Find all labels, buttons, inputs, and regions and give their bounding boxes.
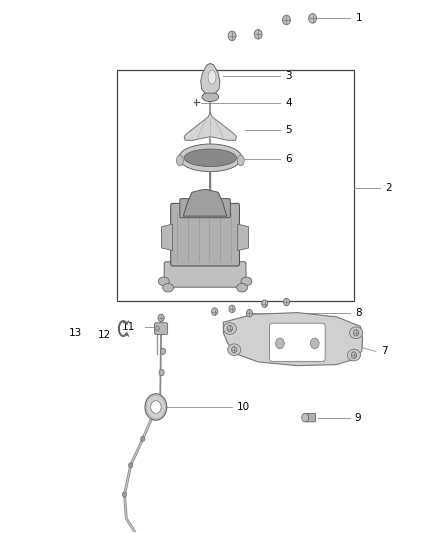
- Text: 6: 6: [285, 154, 292, 164]
- Text: 5: 5: [285, 125, 292, 135]
- Circle shape: [254, 29, 262, 39]
- FancyBboxPatch shape: [164, 262, 246, 287]
- Circle shape: [155, 326, 159, 331]
- Text: 8: 8: [355, 308, 361, 318]
- Ellipse shape: [179, 144, 242, 172]
- Polygon shape: [184, 190, 227, 216]
- Circle shape: [351, 352, 357, 358]
- Circle shape: [151, 401, 161, 414]
- Ellipse shape: [208, 70, 216, 84]
- Polygon shape: [238, 224, 249, 251]
- Ellipse shape: [158, 277, 169, 286]
- Text: 3: 3: [285, 70, 292, 80]
- Circle shape: [227, 325, 233, 332]
- Text: 9: 9: [355, 413, 361, 423]
- Circle shape: [160, 348, 166, 354]
- Circle shape: [353, 329, 359, 336]
- FancyBboxPatch shape: [305, 414, 316, 422]
- Ellipse shape: [241, 277, 252, 286]
- Circle shape: [247, 310, 253, 317]
- Text: 13: 13: [69, 328, 82, 338]
- Polygon shape: [223, 313, 363, 366]
- Circle shape: [122, 492, 127, 497]
- Circle shape: [302, 414, 309, 422]
- Circle shape: [128, 463, 133, 468]
- Text: 7: 7: [381, 346, 388, 357]
- FancyBboxPatch shape: [155, 322, 168, 334]
- Text: 1: 1: [356, 13, 363, 23]
- FancyBboxPatch shape: [171, 204, 240, 266]
- Ellipse shape: [162, 284, 173, 292]
- Circle shape: [229, 305, 235, 313]
- Ellipse shape: [237, 155, 244, 166]
- Ellipse shape: [228, 344, 241, 356]
- Bar: [117, 70, 354, 301]
- Polygon shape: [162, 224, 173, 251]
- Text: 12: 12: [98, 330, 112, 341]
- Circle shape: [159, 369, 164, 376]
- Ellipse shape: [202, 92, 219, 102]
- Text: 11: 11: [121, 322, 134, 333]
- Circle shape: [276, 338, 284, 349]
- Ellipse shape: [237, 284, 247, 292]
- Polygon shape: [201, 63, 220, 93]
- Circle shape: [283, 15, 290, 25]
- Circle shape: [261, 300, 268, 308]
- Circle shape: [141, 436, 145, 441]
- Circle shape: [212, 308, 218, 316]
- Ellipse shape: [223, 322, 237, 334]
- Ellipse shape: [177, 155, 184, 166]
- Circle shape: [283, 298, 290, 306]
- Circle shape: [228, 31, 236, 41]
- Ellipse shape: [350, 327, 363, 338]
- Circle shape: [309, 13, 317, 23]
- Text: 10: 10: [237, 402, 251, 412]
- Circle shape: [232, 346, 237, 353]
- Text: 4: 4: [285, 98, 292, 108]
- Ellipse shape: [184, 149, 237, 166]
- FancyBboxPatch shape: [180, 199, 230, 217]
- Circle shape: [145, 394, 167, 420]
- Text: 2: 2: [385, 183, 392, 193]
- Ellipse shape: [347, 349, 360, 361]
- Circle shape: [158, 314, 164, 321]
- Circle shape: [311, 338, 319, 349]
- FancyBboxPatch shape: [269, 323, 325, 361]
- Polygon shape: [184, 113, 237, 140]
